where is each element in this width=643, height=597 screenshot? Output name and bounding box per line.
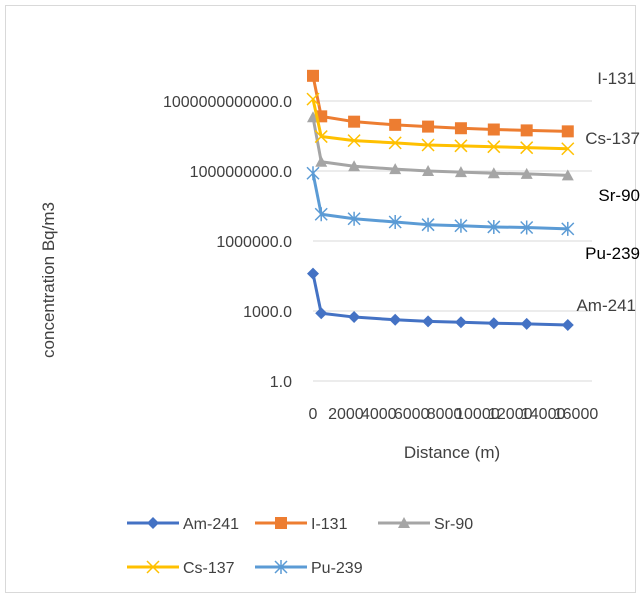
data-point: [307, 69, 319, 82]
legend-marker: [146, 560, 160, 574]
x-tick-label: 8000: [427, 406, 463, 423]
data-point: [454, 122, 467, 135]
data-point: [561, 125, 574, 138]
data-point: [561, 319, 574, 332]
y-tick-label: 1000.0: [243, 304, 292, 321]
legend-label: I-131: [311, 516, 348, 533]
data-point: [388, 215, 402, 230]
data-point: [347, 134, 361, 148]
data-point: [421, 138, 435, 152]
data-point: [487, 167, 500, 179]
series-pu-239: [306, 166, 575, 236]
data-point: [315, 307, 328, 320]
data-point: [422, 165, 435, 176]
legend-label: Sr-90: [434, 516, 473, 533]
legend-item: Pu-239: [255, 560, 363, 577]
y-tick-label: 1000000000000.0: [163, 94, 292, 111]
data-point: [454, 139, 468, 153]
series-end-label: Sr-90: [598, 186, 640, 205]
legend-item: Sr-90: [378, 516, 473, 533]
series-cs-137: [306, 92, 575, 156]
data-point: [347, 211, 361, 226]
data-point: [314, 130, 328, 144]
legend-marker: [275, 517, 287, 529]
legend-label: Am-241: [183, 516, 239, 533]
x-tick-label: 12000: [488, 406, 533, 423]
data-point: [487, 140, 501, 154]
data-point: [520, 141, 534, 155]
x-tick-label: 16000: [554, 406, 599, 423]
data-point: [454, 166, 467, 178]
x-tick-label: 0: [309, 406, 318, 423]
legend-marker: [274, 560, 288, 574]
series-end-label: Pu-239: [585, 244, 640, 263]
data-point: [306, 92, 320, 106]
x-tick-label: 6000: [394, 406, 430, 423]
data-point: [454, 316, 467, 329]
x-tick-label: 14000: [521, 406, 566, 423]
data-point: [561, 142, 575, 156]
data-point: [487, 219, 501, 234]
series-am-241: [307, 267, 574, 332]
legend: Am-241 I-131 Sr-90 Cs-137 Pu-239: [127, 516, 473, 577]
data-point: [389, 118, 402, 131]
x-tick-label: 4000: [361, 406, 397, 423]
series-i-131: [307, 69, 574, 138]
data-point: [561, 221, 575, 236]
series-end-label: Cs-137: [585, 129, 640, 148]
legend-item: Cs-137: [127, 560, 235, 577]
gridlines: [313, 100, 592, 312]
data-point: [561, 169, 574, 181]
data-point: [306, 166, 320, 181]
y-tick-label: 1.0: [270, 374, 292, 391]
legend-label: Cs-137: [183, 560, 235, 577]
data-point: [307, 267, 319, 280]
data-point: [348, 115, 361, 128]
data-point: [520, 220, 534, 235]
series-end-label: Am-241: [576, 296, 636, 315]
x-tick-label: 10000: [455, 406, 500, 423]
y-axis-ticks: 1.0 1000.0 1000000.0 1000000000.0 1000000000…: [163, 94, 292, 391]
y-tick-label: 1000000000.0: [190, 164, 292, 181]
data-point: [389, 163, 402, 175]
data-point: [422, 120, 435, 133]
legend-marker: [398, 517, 410, 528]
data-point: [388, 136, 402, 150]
x-axis-title: Distance (m): [404, 443, 500, 462]
end-labels: Am-241 I-131 Sr-90 Cs-137 Pu-239: [576, 69, 640, 315]
legend-label: Pu-239: [311, 560, 363, 577]
data-point: [487, 123, 500, 136]
x-tick-label: 2000: [328, 406, 364, 423]
data-point: [315, 155, 328, 167]
series-end-label: I-131: [597, 69, 636, 88]
y-axis-title: concentration Bq/m3: [39, 202, 58, 358]
data-point: [348, 311, 361, 324]
series-sr-90: [307, 111, 574, 181]
data-point: [520, 317, 533, 330]
data-point: [421, 217, 435, 232]
data-point: [487, 317, 500, 330]
series-layer: [306, 69, 575, 332]
data-point: [520, 124, 533, 137]
y-tick-label: 1000000.0: [216, 234, 292, 251]
data-point: [389, 313, 402, 326]
data-point: [348, 160, 361, 172]
legend-marker: [147, 517, 159, 529]
data-point: [454, 218, 468, 233]
chart-frame: [5, 5, 636, 593]
legend-item: I-131: [255, 516, 348, 533]
data-point: [520, 167, 533, 179]
legend-item: Am-241: [127, 516, 239, 533]
data-point: [422, 315, 435, 328]
data-point: [314, 207, 328, 222]
